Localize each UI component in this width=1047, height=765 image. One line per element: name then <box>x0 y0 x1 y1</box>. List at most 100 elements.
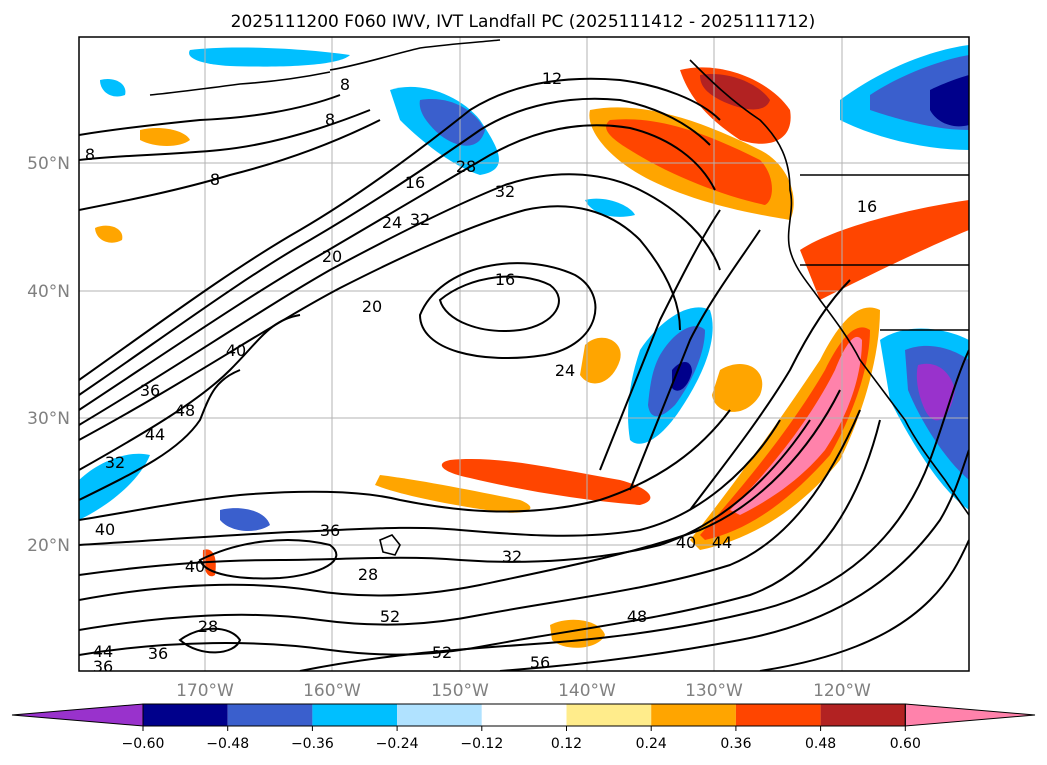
contour-line <box>198 539 338 580</box>
contour-line <box>79 77 721 381</box>
contour-label: 24 <box>555 361 575 380</box>
contour-line <box>689 279 851 511</box>
subtropical-positive-streak-2 <box>375 475 531 513</box>
contour-label: 16 <box>495 270 515 289</box>
lat-label: 50°N <box>27 154 70 174</box>
colorbar-extend-max <box>904 703 1036 727</box>
lon-label: 140°W <box>558 681 616 701</box>
contour-line <box>79 97 711 396</box>
contour-label: 44 <box>145 425 165 444</box>
contour-line <box>418 262 597 359</box>
contour-label: 40 <box>676 533 696 552</box>
colorbar-border <box>142 703 906 727</box>
negative-anomaly-west-strip <box>79 453 150 520</box>
contour-label: 32 <box>105 453 125 472</box>
colorbar-extend-min <box>11 703 144 727</box>
contour-label: 32 <box>410 210 430 229</box>
contour-label: 8 <box>210 170 220 189</box>
lat-label: 40°N <box>27 282 70 302</box>
alaska-coast <box>329 39 501 71</box>
negative-anomaly-ne-core <box>930 75 969 127</box>
colorbar-tick-label: 0.24 <box>636 736 667 752</box>
map-panel: 12 8 8 8 8 16 28 32 24 32 20 16 20 40 36… <box>79 37 969 676</box>
latitude-labels: 50°N 40°N 30°N 20°N <box>27 154 70 556</box>
negative-anomaly-blob-2 <box>100 78 126 97</box>
contour-line <box>79 369 241 501</box>
lon-label: 120°W <box>813 681 871 701</box>
negative-anomaly-north-strip <box>189 47 350 67</box>
contour-label: 28 <box>456 157 476 176</box>
contour-line <box>299 349 969 671</box>
contour-labels: 12 8 8 8 8 16 28 32 24 32 20 16 20 40 36… <box>85 69 877 676</box>
contour-label: 44 <box>93 642 113 661</box>
positive-blob-1 <box>580 337 621 384</box>
contour-label: 40 <box>226 341 246 360</box>
colorbar-segment <box>820 704 906 726</box>
contour-label: 48 <box>627 607 647 626</box>
contour-label: 36 <box>320 521 340 540</box>
colorbar-segment <box>651 704 736 726</box>
colorbar-segment <box>227 704 313 726</box>
interior-border <box>800 174 969 331</box>
positive-blob-2 <box>712 364 763 412</box>
positive-blob-4 <box>140 128 190 146</box>
lon-label: 160°W <box>303 681 361 701</box>
colorbar-tick-label: 0.48 <box>805 736 836 752</box>
lat-label: 20°N <box>27 536 70 556</box>
contour-label: 20 <box>322 247 342 266</box>
contour-label: 36 <box>148 644 168 663</box>
ar-plume-red <box>700 327 870 540</box>
contour-label: 56 <box>530 653 550 672</box>
contour-label: 32 <box>495 182 515 201</box>
contour-line <box>79 94 341 136</box>
contour-label: 16 <box>857 197 877 216</box>
contour-label: 20 <box>362 297 382 316</box>
contour-label: 8 <box>85 145 95 164</box>
iwv-contours <box>79 77 969 671</box>
longitude-labels: 170°W 160°W 150°W 140°W 130°W 120°W <box>176 681 871 701</box>
colorbar: −0.60 −0.48 −0.36 −0.24 −0.12 0.12 0.24 0.36 0.4… <box>11 703 1036 752</box>
contour-line <box>79 419 811 576</box>
colorbar-tick-label: −0.60 <box>122 736 165 752</box>
contour-label: 40 <box>185 557 205 576</box>
subtropical-positive-streak <box>441 459 651 505</box>
contour-line <box>178 627 242 654</box>
contour-line <box>79 119 381 211</box>
negative-anomaly-central-core <box>672 361 692 391</box>
contour-line <box>629 229 761 491</box>
contour-label: 8 <box>325 110 335 129</box>
figure-title: 2025111200 F060 IWV, IVT Landfall PC (20… <box>231 12 816 32</box>
contour-label: 36 <box>140 381 160 400</box>
coastline <box>149 39 969 556</box>
colorbar-tick-label: 0.60 <box>890 736 921 752</box>
contour-line <box>79 314 301 471</box>
colorbar-segment <box>312 704 398 726</box>
contour-line <box>599 209 721 471</box>
contour-label: 28 <box>198 617 218 636</box>
contour-label: 32 <box>502 547 522 566</box>
contour-label: 28 <box>358 565 378 584</box>
negative-anomaly-coast-core <box>916 363 955 421</box>
north-america-coast <box>689 59 969 516</box>
contour-label: 48 <box>175 401 195 420</box>
hawaii-island <box>379 534 401 556</box>
colorbar-segment <box>735 704 821 726</box>
colorbar-tick-label: 0.36 <box>720 736 751 752</box>
contour-label: 52 <box>380 607 400 626</box>
contour-line <box>79 409 861 631</box>
contour-label: 44 <box>712 533 732 552</box>
map-frame <box>78 36 970 672</box>
contour-line <box>79 205 681 441</box>
contour-label: 36 <box>93 657 113 676</box>
contour-line <box>499 449 969 671</box>
lon-label: 130°W <box>685 681 743 701</box>
contour-label: 16 <box>405 173 425 192</box>
colorbar-tick-label: −0.36 <box>291 736 334 752</box>
contour-line <box>79 124 716 411</box>
contour-label: 12 <box>542 69 562 88</box>
contour-line <box>79 409 731 521</box>
contour-label: 52 <box>432 643 452 662</box>
colorbar-tick-label: −0.24 <box>376 736 419 752</box>
contour-line <box>759 539 969 671</box>
